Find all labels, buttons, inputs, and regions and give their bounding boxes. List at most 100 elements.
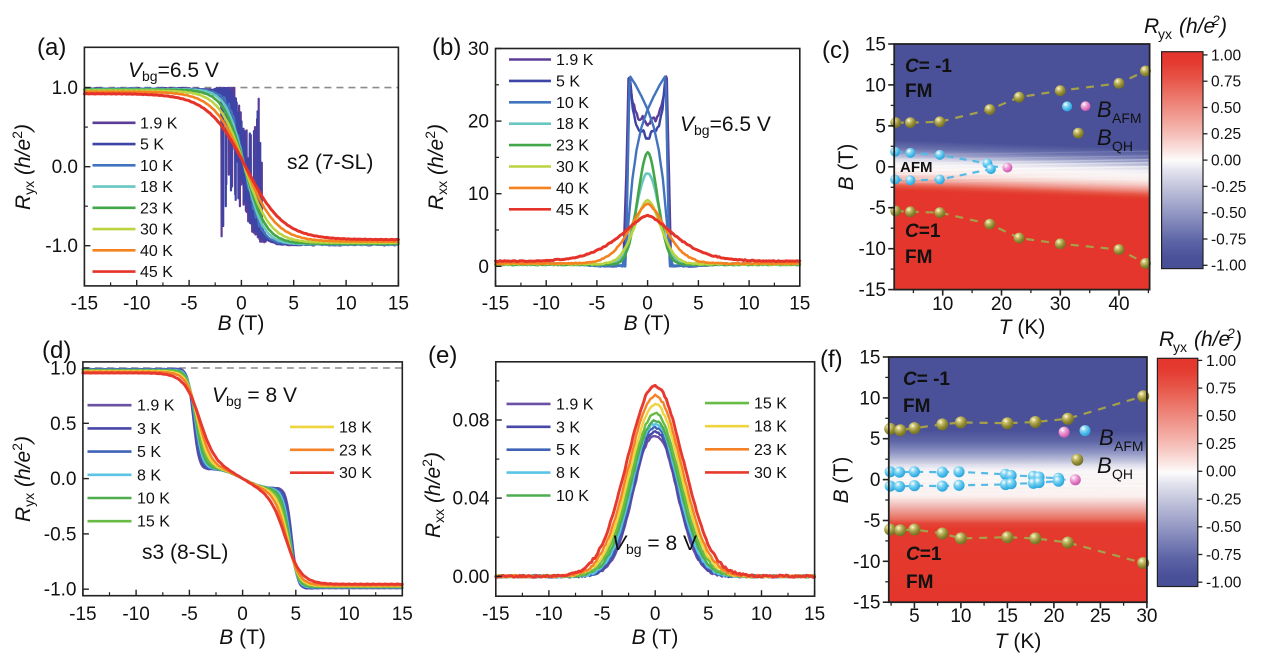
svg-text:-5: -5: [588, 294, 605, 315]
svg-text:23 K: 23 K: [339, 442, 372, 459]
svg-text:Ryx (h/e2): Ryx (h/e2): [9, 124, 37, 210]
svg-text:15 K: 15 K: [754, 396, 787, 413]
svg-text:-0.5: -0.5: [44, 524, 77, 545]
svg-text:B: B: [1097, 97, 1112, 122]
svg-text:10: 10: [339, 604, 360, 625]
svg-text:20: 20: [991, 294, 1012, 315]
svg-text:(a): (a): [37, 34, 66, 61]
svg-text:Vbg=6.5 V: Vbg=6.5 V: [680, 113, 771, 138]
svg-text:C= -1: C= -1: [905, 56, 952, 77]
svg-text:0.04: 0.04: [453, 489, 490, 510]
svg-text:20: 20: [1043, 606, 1064, 627]
svg-text:8 K: 8 K: [556, 465, 580, 482]
svg-text:5: 5: [909, 606, 920, 627]
svg-text:): ): [1217, 15, 1227, 38]
svg-text:5 K: 5 K: [556, 73, 580, 90]
svg-text:23 K: 23 K: [556, 138, 589, 155]
svg-text:1.0: 1.0: [50, 359, 76, 380]
svg-text:30: 30: [468, 39, 489, 60]
svg-text:2: 2: [1211, 12, 1220, 28]
svg-text:-10: -10: [853, 552, 880, 573]
svg-text:-5: -5: [594, 604, 611, 625]
svg-text:5: 5: [291, 604, 302, 625]
svg-text:0.75: 0.75: [1211, 74, 1241, 91]
svg-text:5 K: 5 K: [556, 442, 580, 459]
svg-text:10 K: 10 K: [137, 491, 170, 508]
svg-text:QH: QH: [1112, 466, 1133, 482]
svg-text:FM: FM: [906, 572, 933, 593]
svg-text:-15: -15: [69, 604, 96, 625]
svg-text:10: 10: [336, 294, 357, 315]
svg-text:10 K: 10 K: [140, 158, 173, 175]
svg-text:3 K: 3 K: [556, 419, 580, 436]
svg-text:Vbg = 8 V: Vbg = 8 V: [212, 384, 297, 409]
svg-text:15: 15: [388, 294, 409, 315]
svg-text:10 K: 10 K: [556, 95, 589, 112]
svg-text:-1.00: -1.00: [1211, 258, 1247, 275]
svg-text:Rxx (h/e2): Rxx (h/e2): [422, 124, 450, 210]
svg-text:25: 25: [1090, 606, 1111, 627]
svg-text:10: 10: [865, 75, 886, 96]
svg-text:-10: -10: [535, 604, 562, 625]
svg-text:B (T): B (T): [830, 457, 853, 504]
svg-text:2: 2: [1226, 325, 1235, 341]
svg-text:-10: -10: [532, 294, 559, 315]
svg-text:30: 30: [1136, 606, 1157, 627]
svg-text:AFM: AFM: [1112, 110, 1142, 126]
svg-text:40: 40: [1108, 294, 1129, 315]
svg-text:yx: yx: [1173, 339, 1187, 355]
svg-text:15: 15: [789, 294, 810, 315]
svg-text:-10: -10: [859, 239, 886, 260]
svg-text:0.25: 0.25: [1211, 126, 1241, 143]
svg-text:-5: -5: [864, 511, 881, 532]
svg-text:5 K: 5 K: [140, 137, 164, 154]
svg-text:0: 0: [875, 157, 886, 178]
svg-text:-0.25: -0.25: [1206, 491, 1241, 508]
svg-text:-15: -15: [853, 593, 880, 614]
svg-text:B (T): B (T): [632, 626, 679, 649]
svg-text:Ryx (h/e2): Ryx (h/e2): [9, 436, 37, 522]
svg-text:B (T): B (T): [218, 312, 265, 335]
svg-text:-0.50: -0.50: [1206, 519, 1242, 536]
svg-text:10: 10: [468, 184, 489, 205]
svg-text:20: 20: [468, 112, 489, 133]
svg-text:18 K: 18 K: [339, 419, 372, 436]
svg-text:45 K: 45 K: [140, 264, 173, 281]
svg-text:40 K: 40 K: [140, 243, 173, 260]
svg-text:0.75: 0.75: [1206, 381, 1236, 398]
svg-text:B (T): B (T): [219, 626, 266, 649]
svg-text:23 K: 23 K: [140, 200, 173, 217]
svg-text:15 K: 15 K: [137, 514, 170, 531]
svg-text:C= -1: C= -1: [903, 369, 950, 390]
svg-text:5 K: 5 K: [137, 444, 161, 461]
svg-text:(e): (e): [428, 342, 457, 369]
svg-text:0: 0: [650, 604, 661, 625]
svg-text:0: 0: [237, 604, 248, 625]
svg-text:30 K: 30 K: [556, 159, 589, 176]
svg-text:Vbg=6.5 V: Vbg=6.5 V: [128, 59, 219, 84]
svg-text:0: 0: [642, 294, 653, 315]
svg-text:0.08: 0.08: [453, 411, 490, 432]
svg-text:0.00: 0.00: [1211, 153, 1242, 170]
svg-text:3 K: 3 K: [137, 421, 161, 438]
svg-text:8 K: 8 K: [137, 467, 161, 484]
svg-text:R: R: [1144, 15, 1159, 38]
svg-text:30 K: 30 K: [140, 222, 173, 239]
svg-text:10: 10: [950, 606, 971, 627]
svg-text:18 K: 18 K: [754, 419, 787, 436]
svg-text:Vbg = 8 V: Vbg = 8 V: [612, 532, 697, 557]
svg-text:R: R: [1159, 328, 1174, 351]
svg-text:-10: -10: [122, 604, 149, 625]
svg-text:-0.75: -0.75: [1206, 547, 1241, 564]
svg-text:0.0: 0.0: [52, 157, 78, 178]
svg-text:-15: -15: [482, 294, 509, 315]
svg-text:B (T): B (T): [624, 312, 671, 335]
svg-text:0.50: 0.50: [1211, 100, 1242, 117]
svg-text:-10: -10: [123, 294, 150, 315]
svg-text:-15: -15: [859, 280, 886, 301]
svg-text:-0.25: -0.25: [1211, 179, 1246, 196]
svg-text:(c): (c): [822, 37, 850, 64]
svg-text:15: 15: [804, 604, 825, 625]
svg-text:-15: -15: [71, 294, 98, 315]
svg-text:1.9 K: 1.9 K: [556, 396, 594, 413]
